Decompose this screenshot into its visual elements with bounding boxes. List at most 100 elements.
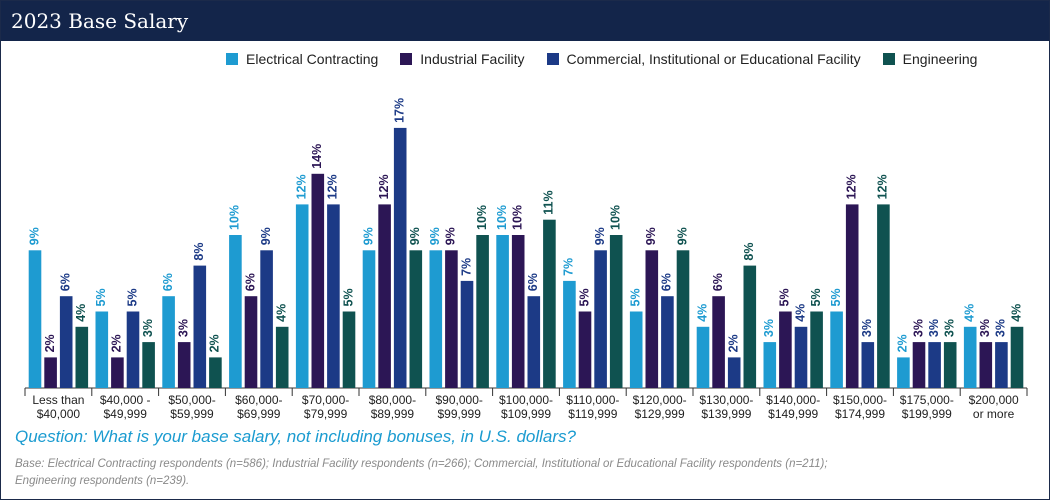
bar <box>676 250 690 388</box>
data-label: 6% <box>243 273 257 291</box>
data-label: 4% <box>74 304 88 322</box>
x-tick-label: $80,000- <box>369 393 416 407</box>
bar <box>342 311 356 388</box>
x-tick-label: $129,999 <box>635 407 685 421</box>
bar <box>445 250 458 388</box>
data-label: 3% <box>994 319 1008 337</box>
bar <box>476 235 489 388</box>
bar <box>995 342 1008 388</box>
data-label: 10% <box>608 205 622 230</box>
x-tick-label: $110,000- <box>566 393 619 407</box>
data-label: 5% <box>577 288 591 306</box>
data-label: 2% <box>110 334 124 352</box>
bar <box>260 250 273 388</box>
bar <box>810 311 823 388</box>
bar <box>511 235 525 388</box>
data-label: 6% <box>161 273 175 291</box>
x-tick-label: Less than <box>32 393 84 407</box>
x-tick-label: $60,000- <box>235 393 282 407</box>
data-label: 14% <box>310 144 324 169</box>
bar <box>142 342 155 388</box>
data-label: 12% <box>326 174 340 199</box>
bar <box>75 326 89 388</box>
survey-question: Question: What is your base salary, not … <box>15 427 576 446</box>
data-label: 4% <box>274 304 288 322</box>
bar <box>963 326 977 388</box>
legend-label: Electrical Contracting <box>246 51 379 67</box>
bar <box>244 296 258 388</box>
data-label: 10% <box>475 205 489 230</box>
bar <box>712 296 725 388</box>
x-tick-label: $90,000- <box>436 393 483 407</box>
bar <box>177 342 191 388</box>
bar <box>912 342 926 388</box>
data-label: 11% <box>542 190 556 214</box>
data-label: 17% <box>392 98 406 123</box>
bar <box>378 204 391 388</box>
data-label: 5% <box>628 288 642 306</box>
x-tick-label: $200,000 <box>969 393 1019 407</box>
legend: Electrical Contracting Industrial Facilit… <box>226 47 999 71</box>
x-tick-label: $139,999 <box>701 407 751 421</box>
data-label: 9% <box>675 227 689 245</box>
data-label: 3% <box>762 319 776 337</box>
data-label: 9% <box>444 227 458 245</box>
legend-item: Engineering <box>882 51 978 67</box>
bar <box>794 326 808 388</box>
legend-item: Industrial Facility <box>400 51 525 67</box>
bar <box>578 311 592 388</box>
x-tick-label: $100,000- <box>499 393 553 407</box>
data-label: 2% <box>896 334 910 352</box>
bar <box>429 250 443 388</box>
legend-label: Industrial Facility <box>420 51 525 67</box>
bar <box>59 296 73 388</box>
data-label: 9% <box>27 227 41 245</box>
bar <box>362 250 376 388</box>
legend-swatch <box>226 53 238 65</box>
legend-item: Commercial, Institutional or Educational… <box>546 51 861 67</box>
legend-item: Electrical Contracting <box>226 51 378 67</box>
bar <box>629 311 643 388</box>
x-tick-label: $50,000- <box>168 393 215 407</box>
header-bar: 2023 Base Salary <box>1 1 1049 41</box>
x-tick-label: $49,999 <box>104 407 148 421</box>
legend-label: Engineering <box>902 51 978 67</box>
x-tick-label: $149,999 <box>768 407 818 421</box>
bar <box>594 250 607 388</box>
bar <box>193 265 207 388</box>
data-label: 9% <box>644 227 658 245</box>
x-tick-label: $150,000- <box>833 393 887 407</box>
bar <box>1010 326 1024 388</box>
data-label: 5% <box>94 288 108 306</box>
bar <box>111 357 124 388</box>
bar <box>95 311 109 388</box>
data-label: 9% <box>428 227 442 245</box>
bar <box>126 311 140 388</box>
data-label: 6% <box>711 273 725 291</box>
data-label: 9% <box>593 227 607 245</box>
bar <box>845 204 859 388</box>
bar-chart: 9%2%6%4%Less than$40,0005%2%5%3%$40,000 … <box>24 98 1028 421</box>
bar <box>830 311 843 388</box>
data-label: 3% <box>927 319 941 337</box>
data-label: 9% <box>408 227 422 245</box>
data-label: 3% <box>911 319 925 337</box>
bar <box>327 204 340 388</box>
x-tick-label: $175,000- <box>900 393 954 407</box>
data-label: 3% <box>860 319 874 337</box>
bar <box>496 235 509 388</box>
data-label: 5% <box>829 288 843 306</box>
data-label: 12% <box>377 174 391 199</box>
data-label: 4% <box>962 304 976 322</box>
data-label: 7% <box>459 258 473 276</box>
data-label: 3% <box>978 319 992 337</box>
bar <box>44 357 57 388</box>
bar <box>209 357 222 388</box>
data-label: 4% <box>793 304 807 322</box>
bar <box>393 127 407 389</box>
bar <box>696 326 710 388</box>
bar <box>928 342 941 388</box>
bar <box>661 296 674 388</box>
data-label: 2% <box>726 334 740 352</box>
